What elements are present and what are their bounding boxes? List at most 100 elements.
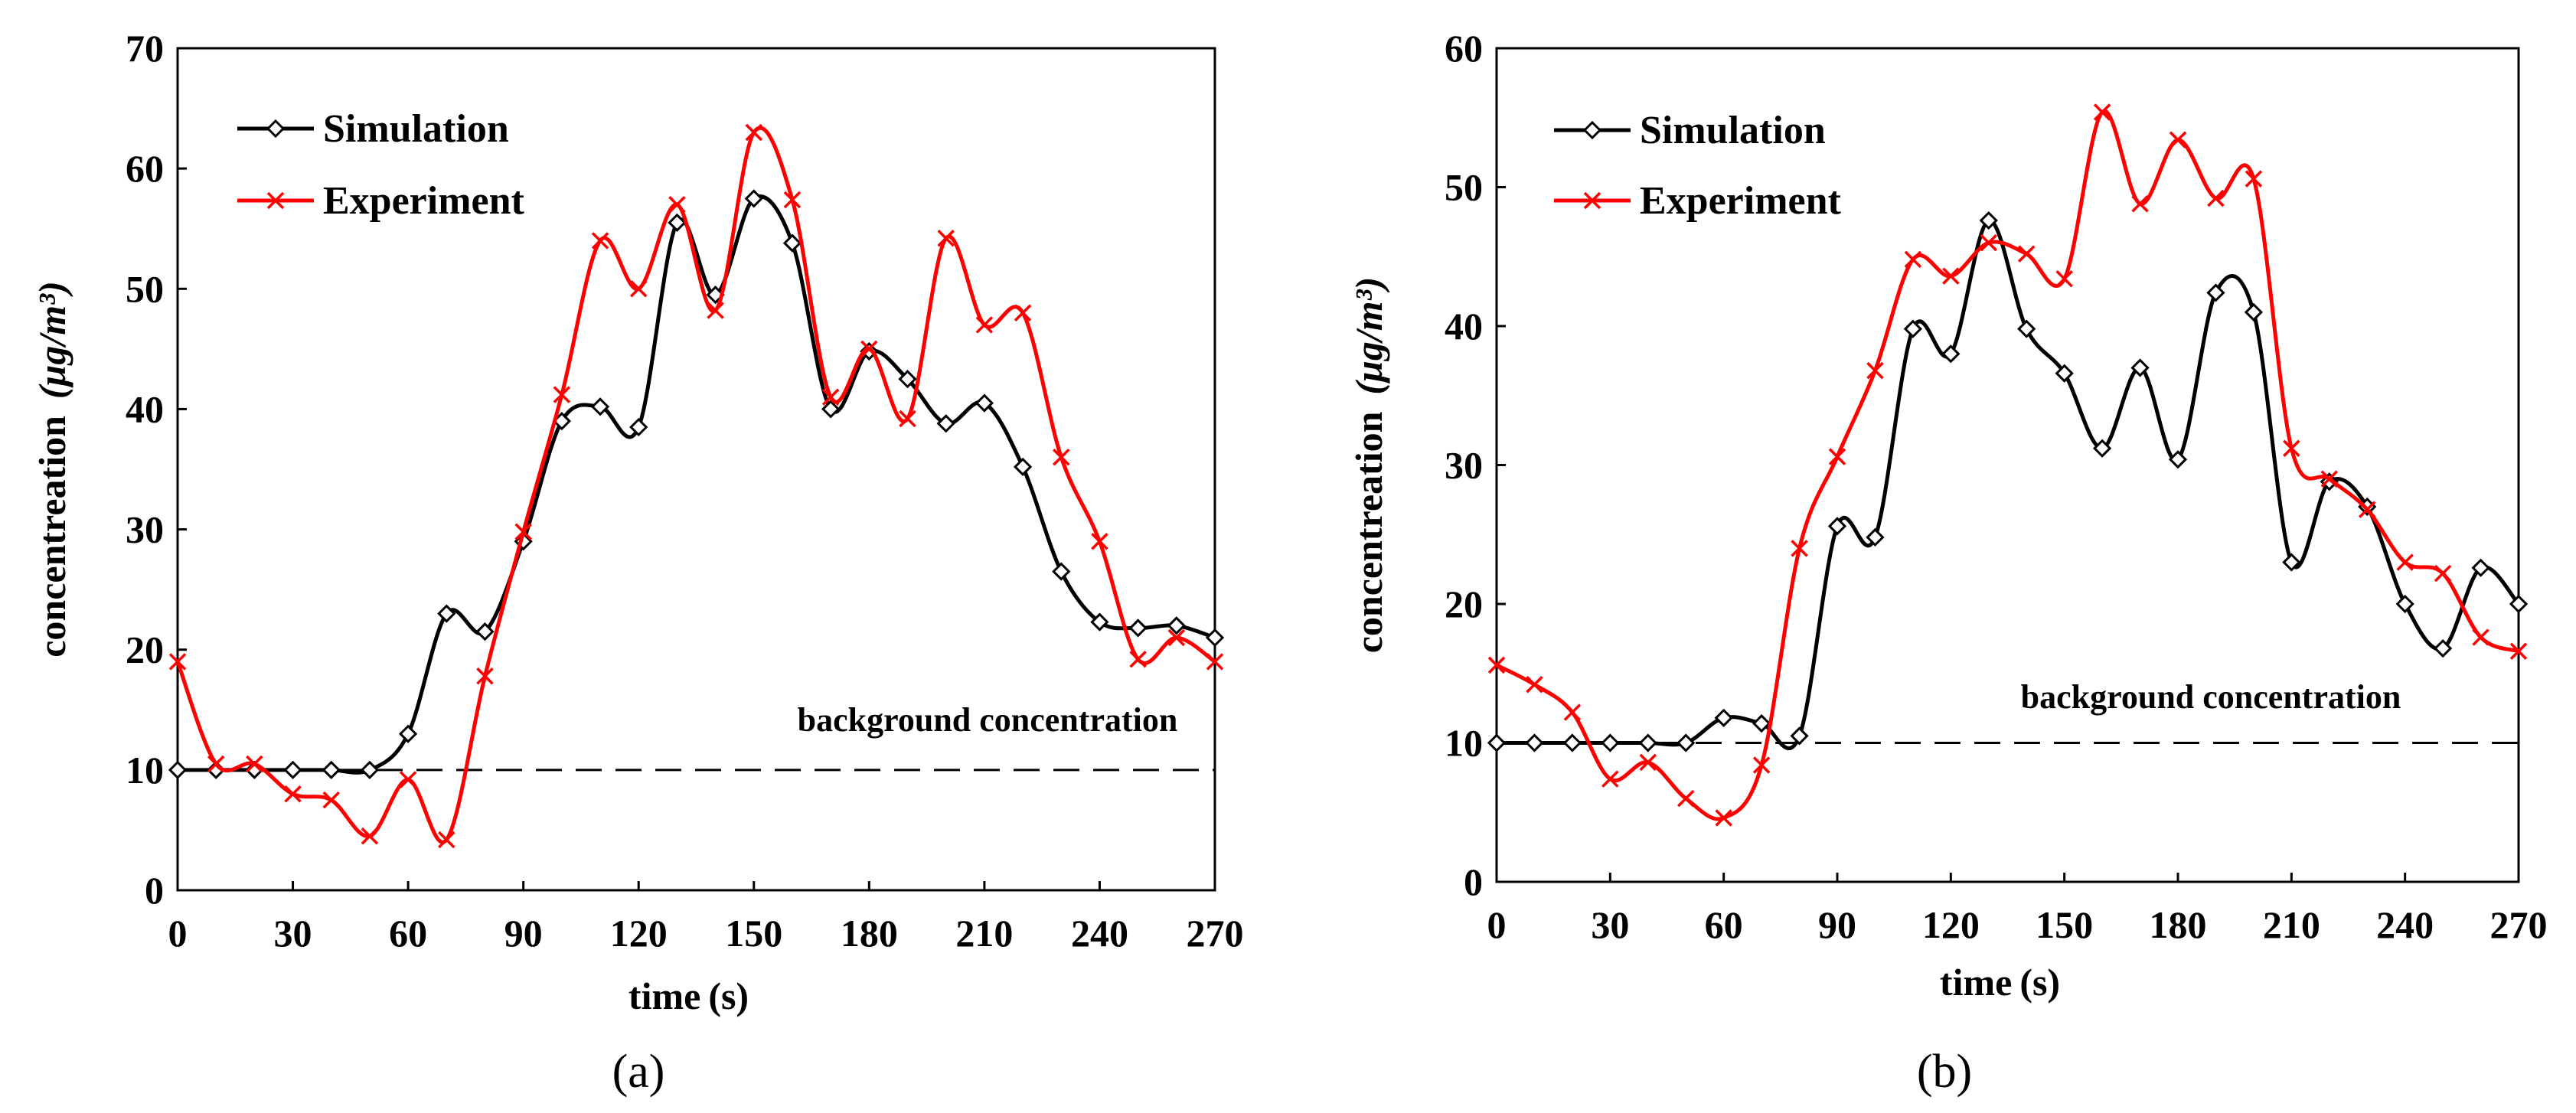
cross-stroke <box>1677 789 1695 808</box>
data-point-experiment <box>2245 170 2263 188</box>
data-point-simulation <box>1752 713 1771 733</box>
data-point-experiment <box>476 667 494 685</box>
data-point-experiment <box>514 523 532 540</box>
data-point-simulation <box>2509 594 2529 614</box>
data-point-simulation <box>2282 553 2301 572</box>
data-point-experiment <box>1167 628 1186 647</box>
cross-stroke <box>1715 809 1732 827</box>
background-annotation: background concentration <box>798 701 1178 739</box>
data-point-experiment <box>860 340 878 358</box>
data-point-simulation <box>629 417 648 437</box>
data-point-simulation <box>782 233 802 253</box>
data-point-experiment <box>284 785 302 803</box>
cross-stroke <box>2283 439 2300 457</box>
cross-stroke <box>937 230 955 247</box>
data-point-simulation <box>1827 517 1847 536</box>
y-axis-label-unit: (μg/m³) <box>31 281 73 399</box>
series-line-simulation <box>1496 218 2520 751</box>
y-tick-label: 10 <box>1445 722 1483 765</box>
background-annotation: background concentration <box>2021 678 2401 716</box>
legend-label-simulation: Simulation <box>323 107 509 151</box>
data-point-experiment <box>168 653 187 671</box>
data-point-experiment <box>2055 270 2073 288</box>
cross-stroke <box>168 653 187 671</box>
data-point-experiment <box>207 755 225 773</box>
data-point-simulation <box>283 760 302 779</box>
data-point-experiment <box>399 771 417 788</box>
data-point-simulation <box>2433 638 2453 658</box>
y-axis-label-main: concentreation <box>31 416 73 658</box>
data-point-simulation <box>168 760 188 779</box>
data-point-simulation <box>475 622 495 641</box>
data-point-experiment <box>246 755 263 773</box>
cross-stroke <box>1206 653 1224 671</box>
data-point-experiment <box>899 410 916 428</box>
data-point-simulation <box>744 189 763 208</box>
cross-stroke <box>2358 501 2376 518</box>
data-point-experiment <box>553 386 571 403</box>
x-tick-label: 210 <box>2263 903 2320 946</box>
x-tick-label: 270 <box>1187 912 1244 955</box>
data-point-simulation <box>1487 733 1507 752</box>
y-tick-label: 40 <box>126 387 164 430</box>
data-point-experiment <box>745 123 763 142</box>
cross-stroke <box>783 191 802 209</box>
cross-stroke <box>899 410 916 428</box>
data-point-experiment <box>1129 651 1147 668</box>
y-tick-label: 30 <box>126 508 164 551</box>
cross-stroke <box>860 340 878 358</box>
data-point-simulation <box>1903 319 1923 338</box>
data-point-experiment <box>1526 676 1543 694</box>
legend-marker-diamond <box>266 119 286 139</box>
plot-frame <box>1495 47 2520 883</box>
data-point-simulation <box>2017 319 2036 338</box>
legend-label-experiment: Experiment <box>1640 179 1842 223</box>
panel-label: (b) <box>1917 1046 1972 1098</box>
data-point-simulation <box>1677 733 1696 752</box>
cross-stroke <box>438 831 455 849</box>
data-point-experiment <box>821 388 840 406</box>
data-point-simulation <box>1013 457 1033 476</box>
y-tick-label: 20 <box>126 628 164 671</box>
cross-stroke <box>361 827 379 845</box>
x-tick-label: 0 <box>168 912 188 955</box>
data-point-simulation <box>1941 344 1961 364</box>
x-tick-label: 150 <box>725 912 782 955</box>
cross-stroke <box>707 302 724 319</box>
data-point-simulation <box>1090 612 1109 632</box>
data-point-experiment <box>591 232 609 250</box>
data-point-simulation <box>1128 619 1148 638</box>
y-tick-label: 30 <box>1445 444 1483 487</box>
cross-stroke <box>2131 195 2149 213</box>
data-point-simulation <box>2130 358 2150 377</box>
cross-stroke <box>2245 170 2263 188</box>
data-point-experiment <box>2131 195 2149 213</box>
cross-stroke <box>553 386 571 403</box>
y-axis-label-main: concentreation <box>1347 411 1390 653</box>
data-point-experiment <box>1091 533 1108 550</box>
cross-stroke <box>2472 628 2489 646</box>
data-point-experiment <box>2396 553 2414 571</box>
data-point-simulation <box>2244 302 2264 321</box>
data-point-simulation <box>437 604 456 623</box>
data-point-experiment <box>2017 245 2036 263</box>
cross-stroke <box>1563 703 1582 721</box>
x-tick-label: 180 <box>2150 903 2207 946</box>
cross-stroke <box>821 388 840 406</box>
series-line-experiment <box>1495 109 2519 821</box>
cross-stroke <box>1942 267 1960 285</box>
data-point-experiment <box>1601 770 1619 788</box>
chart-panel-0: 0 10 20 30 40 50 60 70 0 30 60 90 120 150 180 210 240 270… <box>31 27 1244 1098</box>
data-point-simulation <box>398 724 418 743</box>
x-tick-label: 180 <box>841 912 898 955</box>
data-point-simulation <box>936 414 955 433</box>
cross-stroke <box>1601 770 1619 788</box>
cross-stroke <box>1791 540 1808 557</box>
y-tick-label: 60 <box>126 147 164 190</box>
data-point-simulation <box>2092 439 2112 458</box>
y-tick-label: 60 <box>1445 27 1483 70</box>
cross-stroke <box>1752 756 1771 774</box>
data-point-simulation <box>360 760 380 779</box>
x-tick-label: 60 <box>389 912 427 955</box>
cross-stroke <box>399 771 417 788</box>
